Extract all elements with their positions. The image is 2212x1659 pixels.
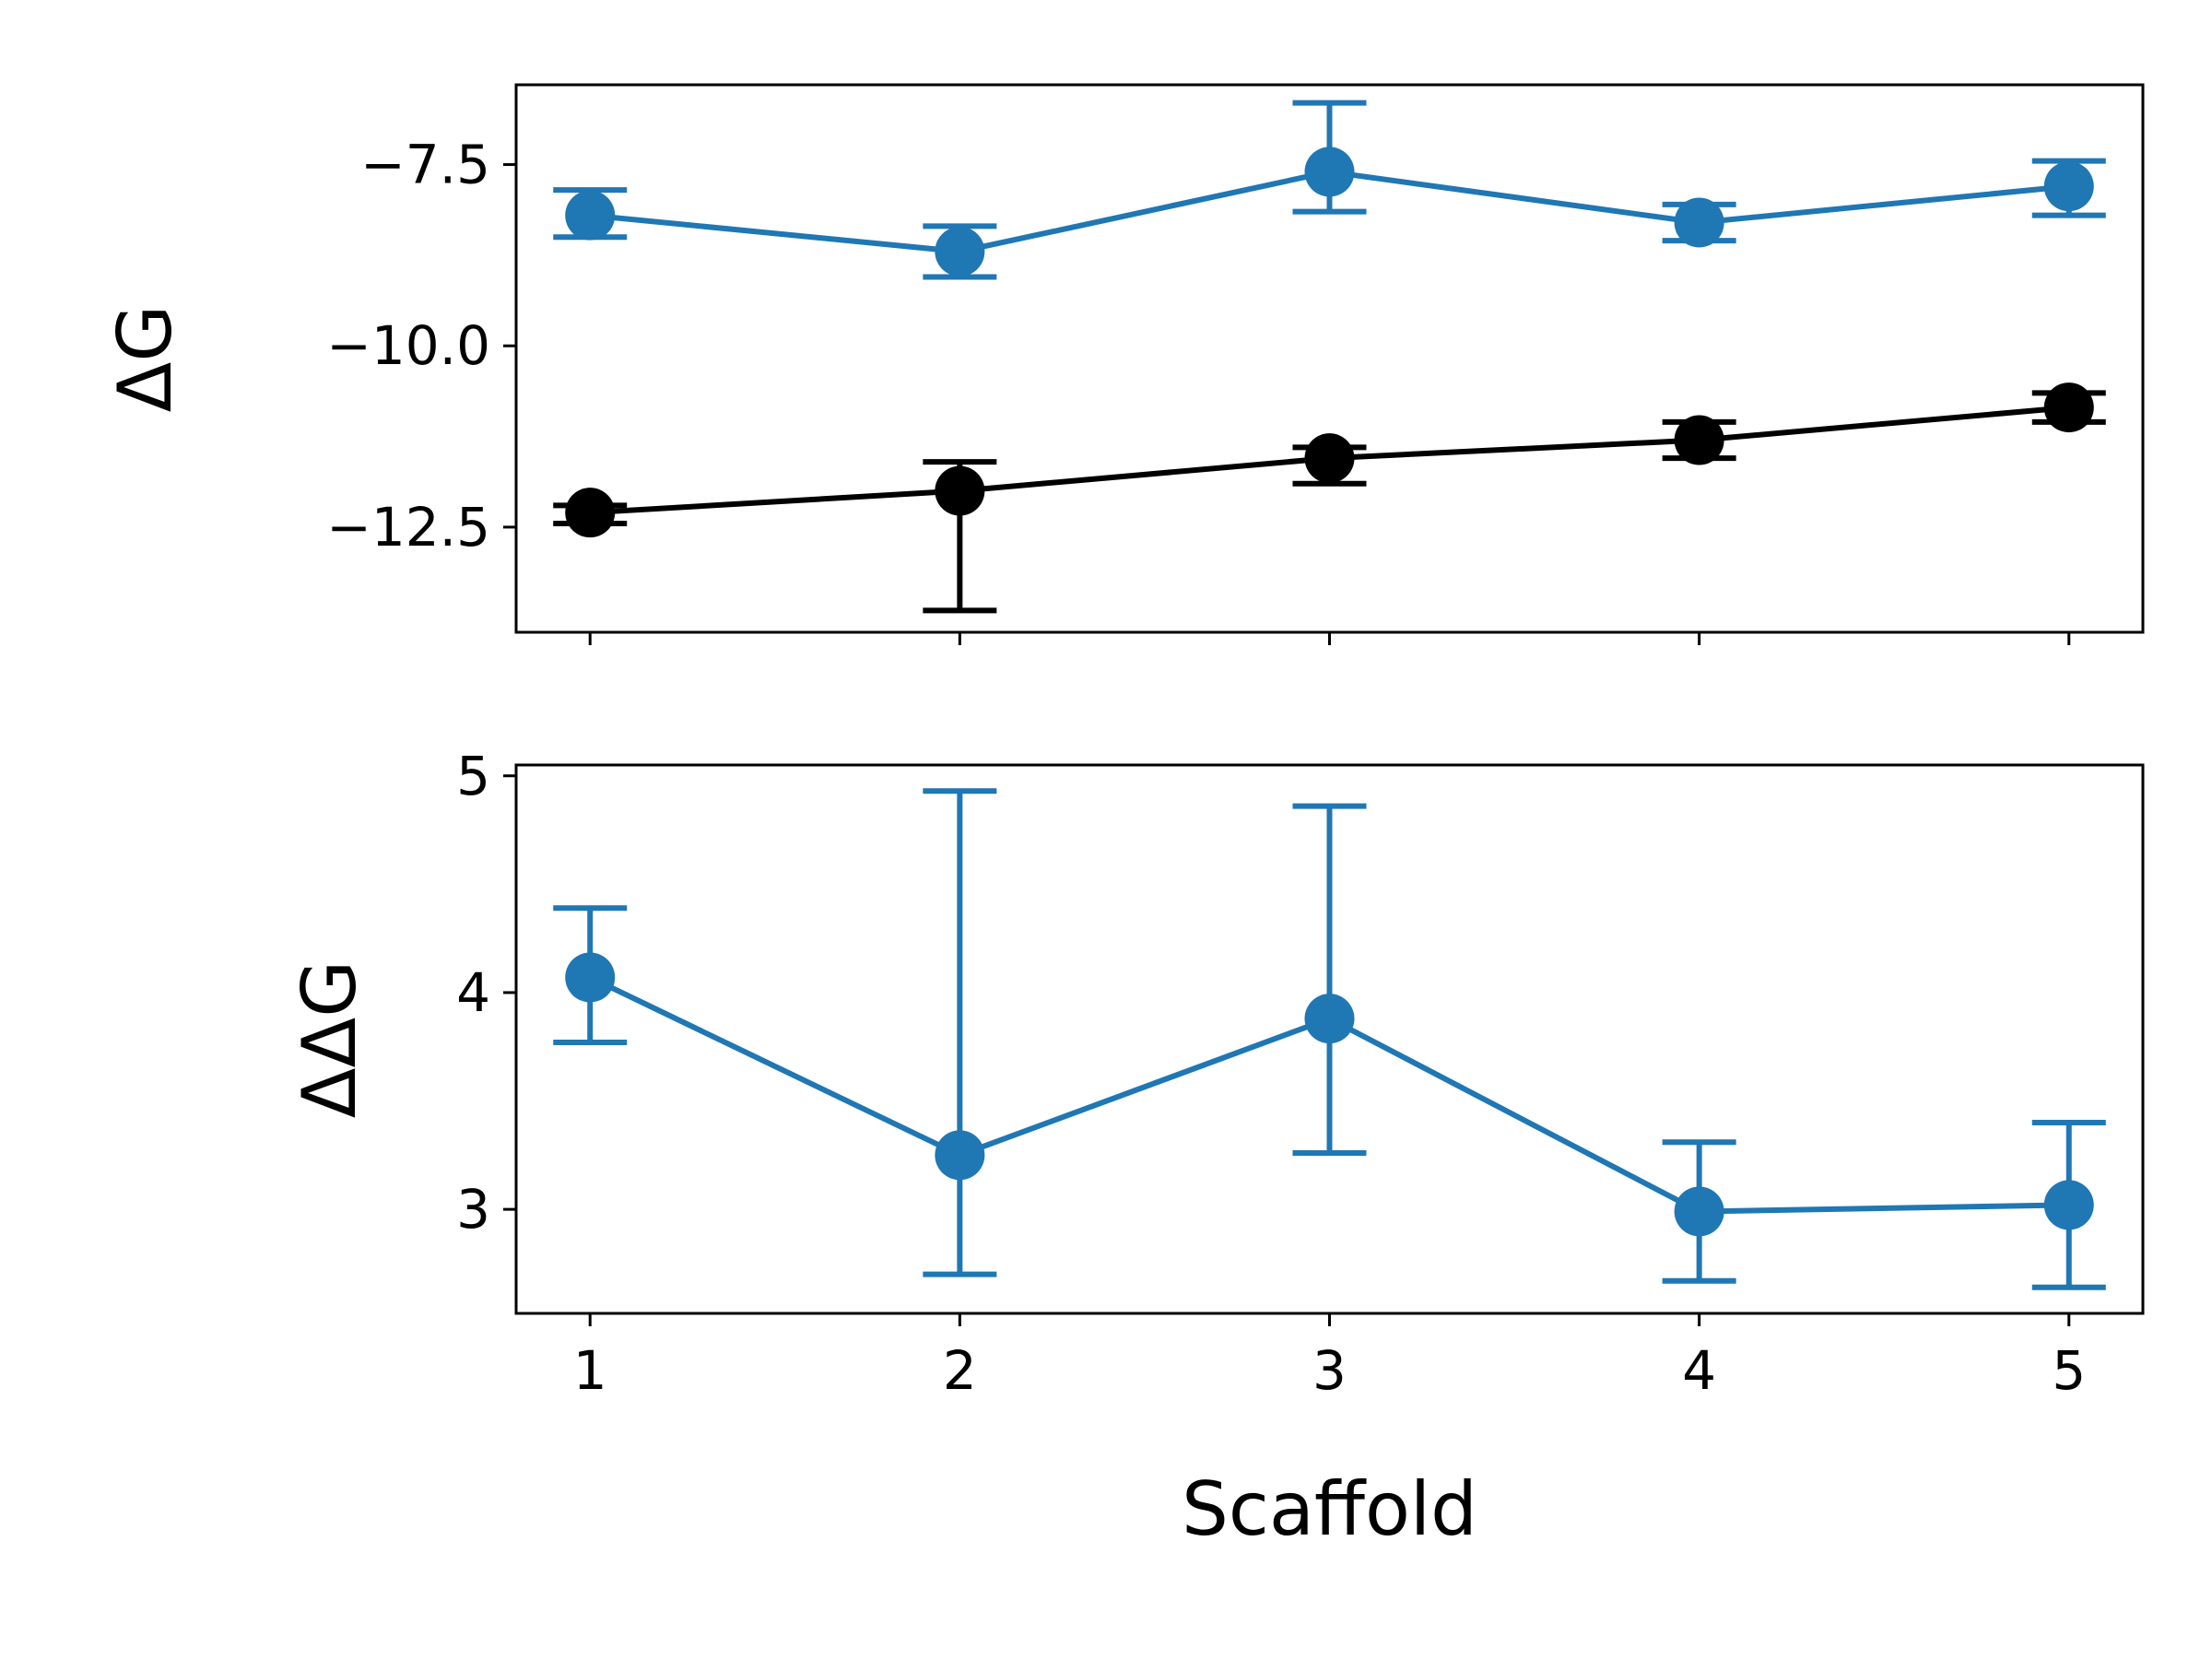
series-2 bbox=[553, 382, 2106, 614]
data-point bbox=[2043, 1180, 2094, 1230]
x-tick-label: 1 bbox=[573, 1339, 607, 1402]
data-point bbox=[1304, 147, 1355, 197]
top-panel: −7.5 −10.0 −12.5 ΔG bbox=[102, 83, 2145, 645]
data-point bbox=[565, 952, 616, 1003]
x-tick-label: 4 bbox=[1682, 1339, 1716, 1402]
y-tick-label: −7.5 bbox=[360, 134, 490, 196]
data-point bbox=[1304, 994, 1355, 1044]
data-point bbox=[1674, 197, 1724, 248]
series-1 bbox=[553, 788, 2106, 1290]
error-bar bbox=[1292, 803, 1367, 1156]
bottom-panel: 3 4 5 1 2 3 4 5 ΔΔG Scaffold bbox=[287, 745, 2145, 1552]
data-point bbox=[1304, 433, 1355, 484]
data-point bbox=[2043, 161, 2094, 212]
x-tick-label: 3 bbox=[1312, 1339, 1347, 1402]
x-tick-label: 5 bbox=[2052, 1339, 2086, 1402]
data-point bbox=[565, 190, 616, 241]
data-point bbox=[935, 465, 985, 516]
y-tick-label: −10.0 bbox=[326, 314, 490, 377]
data-point bbox=[2043, 382, 2094, 433]
data-point bbox=[935, 226, 985, 276]
data-point bbox=[1674, 1186, 1724, 1237]
data-point bbox=[565, 488, 616, 538]
series-1 bbox=[553, 100, 2106, 280]
error-bar bbox=[923, 788, 997, 1277]
y-tick-label: −12.5 bbox=[326, 496, 490, 559]
data-point bbox=[1674, 415, 1724, 465]
data-point bbox=[935, 1130, 985, 1181]
y-axis-label: ΔΔG bbox=[287, 960, 372, 1118]
y-axis-label: ΔG bbox=[102, 305, 188, 413]
x-axis-label: Scaffold bbox=[1182, 1466, 1477, 1552]
y-tick-label: 3 bbox=[456, 1178, 490, 1241]
y-tick-label: 5 bbox=[456, 745, 490, 807]
x-tick-label: 2 bbox=[943, 1339, 977, 1402]
y-tick-label: 4 bbox=[456, 961, 490, 1024]
